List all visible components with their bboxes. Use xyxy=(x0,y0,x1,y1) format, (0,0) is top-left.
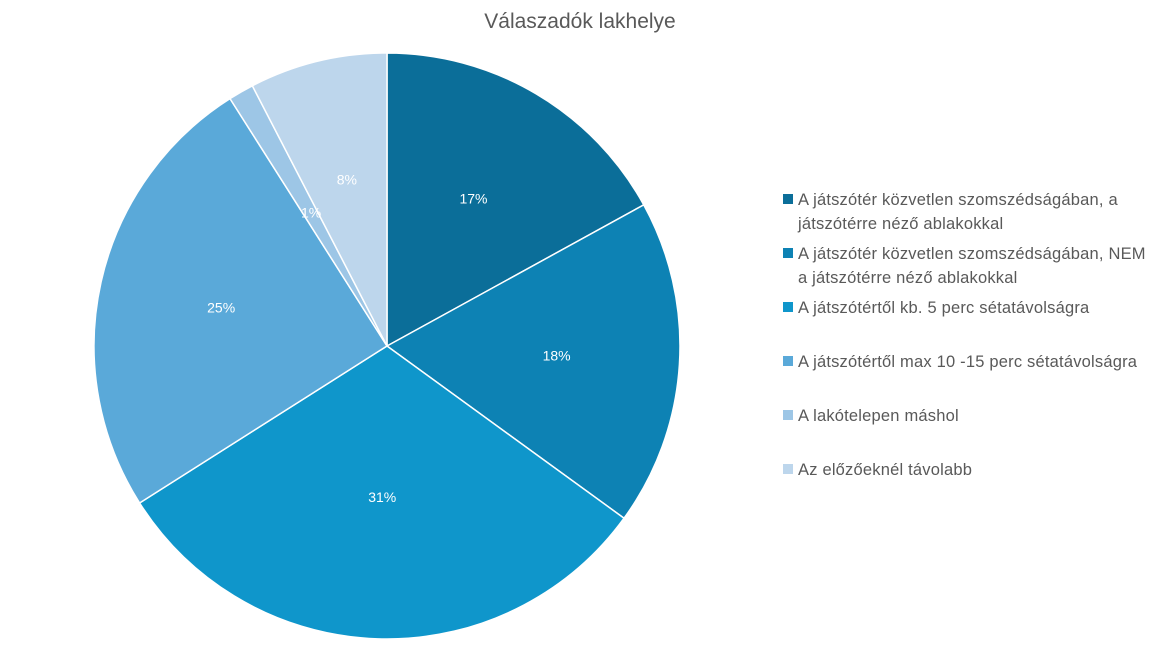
legend-label-1: A játszótér közvetlen szomszédságában, a… xyxy=(798,191,1118,233)
pie-slice-3 xyxy=(138,345,626,640)
slice-data-label-1: 17% xyxy=(459,190,487,206)
legend-swatch-5 xyxy=(783,410,793,420)
legend-item-2: A játszótér közvetlen szomszédságában, N… xyxy=(783,242,1158,290)
chart-title: Válaszadók lakhelye xyxy=(484,10,676,33)
slice-data-label-2: 18% xyxy=(543,347,571,363)
legend-label-6: Az előzőeknél távolabb xyxy=(798,461,973,479)
legend-item-5: A lakótelepen máshol xyxy=(783,404,1158,428)
legend-swatch-4 xyxy=(783,356,793,366)
pie-slice-4 xyxy=(93,97,389,505)
legend-swatch-1 xyxy=(783,194,793,204)
legend-label-5: A lakótelepen máshol xyxy=(798,407,959,425)
slice-data-label-3: 31% xyxy=(368,489,396,505)
legend-item-3: A játszótértől kb. 5 perc sétatávolságra xyxy=(783,296,1158,320)
legend-swatch-6 xyxy=(783,464,793,474)
pie-slice-6 xyxy=(251,52,388,347)
pie-slice-2 xyxy=(385,203,681,520)
legend-label-4: A játszótértől max 10 -15 perc sétatávol… xyxy=(798,353,1138,371)
legend-swatch-3 xyxy=(783,302,793,312)
pie-slice-1 xyxy=(386,52,645,348)
slice-data-label-5: 1% xyxy=(301,205,321,221)
legend-item-4: A játszótértől max 10 -15 perc sétatávol… xyxy=(783,350,1158,374)
legend-item-1: A játszótér közvetlen szomszédságában, a… xyxy=(783,188,1158,236)
legend-swatch-2 xyxy=(783,248,793,258)
legend-label-3: A játszótértől kb. 5 perc sétatávolságra xyxy=(798,299,1090,317)
legend-label-2: A játszótér közvetlen szomszédságában, N… xyxy=(798,245,1146,287)
slice-data-label-4: 25% xyxy=(207,300,235,316)
legend-item-6: Az előzőeknél távolabb xyxy=(783,458,1158,482)
slice-data-label-6: 8% xyxy=(337,172,357,188)
